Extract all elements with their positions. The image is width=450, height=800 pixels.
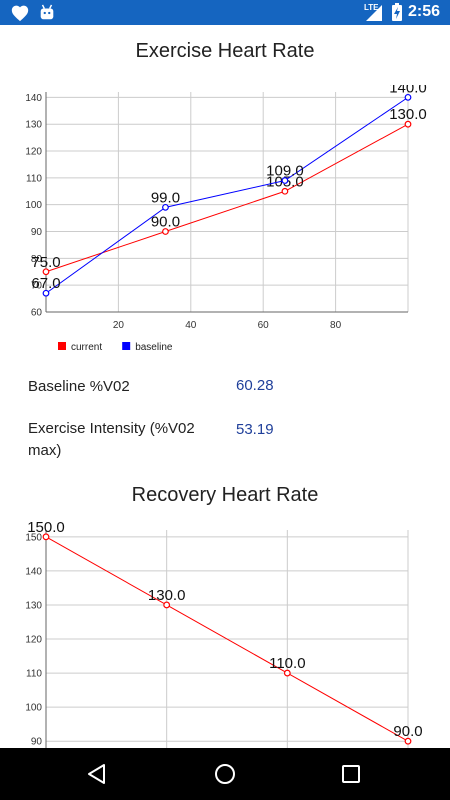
data-label: 130.0 <box>148 587 186 604</box>
data-point <box>281 187 289 195</box>
y-tick-label: 110 <box>26 173 42 184</box>
y-tick-label: 100 <box>25 200 42 211</box>
data-label: 130.0 <box>389 106 427 123</box>
data-point <box>163 601 171 609</box>
series-line-0 <box>45 536 409 742</box>
data-point <box>42 268 50 276</box>
legend-swatch-current <box>58 342 66 350</box>
android-icon <box>40 4 54 20</box>
y-tick-label: 140 <box>25 566 42 577</box>
data-point <box>281 177 289 184</box>
data-point <box>404 93 412 101</box>
battery-charging-icon <box>392 3 402 21</box>
data-point <box>162 228 169 235</box>
data-point <box>162 203 169 211</box>
x-tick-label: 40 <box>185 320 197 331</box>
data-label: 140.0 <box>389 85 427 96</box>
y-tick-label: 90 <box>31 737 43 748</box>
navigation-bar <box>0 748 450 800</box>
status-bar: LTE 2:56 <box>0 0 450 25</box>
y-tick-label: 70 <box>31 281 43 292</box>
baseline-vo2-value: 60.28 <box>236 377 274 394</box>
series-line-baseline <box>45 96 409 294</box>
y-tick-label: 90 <box>31 227 43 238</box>
recents-icon[interactable] <box>341 764 361 784</box>
legend-label-baseline: baseline <box>135 342 173 353</box>
y-tick-label: 100 <box>25 703 42 714</box>
data-label: 90.0 <box>151 214 180 231</box>
y-tick-label: 120 <box>25 147 42 158</box>
y-tick-label: 140 <box>25 93 42 104</box>
data-label: 67.0 <box>31 275 60 292</box>
data-point <box>404 737 412 745</box>
data-point <box>404 120 412 128</box>
y-tick-label: 120 <box>25 635 42 646</box>
y-tick-label: 150 <box>25 532 42 543</box>
exercise-chart-title: Exercise Heart Rate <box>135 40 315 62</box>
y-tick-label: 130 <box>25 600 42 611</box>
status-time: 2:56 <box>407 3 440 20</box>
data-point <box>42 289 50 297</box>
y-tick-label: 60 <box>31 308 43 319</box>
y-tick-label: 130 <box>25 120 42 131</box>
data-label: 109.0 <box>266 163 304 180</box>
data-label: 150.0 <box>27 520 65 536</box>
recovery-chart-title: Recovery Heart Rate <box>131 484 319 506</box>
x-tick-label: 60 <box>258 320 270 331</box>
exercise-intensity-value: 53.19 <box>236 421 274 438</box>
x-tick-label: 20 <box>113 320 125 331</box>
signal-icon <box>366 5 382 21</box>
legend-label-current: current <box>71 342 102 353</box>
data-point <box>42 533 50 541</box>
data-label: 110.0 <box>269 655 305 672</box>
home-icon[interactable] <box>213 762 237 786</box>
exercise-intensity-label: Exercise Intensity (%V02 max) <box>28 420 195 459</box>
data-label: 90.0 <box>393 723 422 740</box>
heart-icon <box>11 5 29 22</box>
y-tick-label: 110 <box>26 669 42 680</box>
network-type: LTE <box>364 3 379 12</box>
x-tick-label: 80 <box>330 320 342 331</box>
legend-swatch-baseline <box>122 342 131 350</box>
data-label: 75.0 <box>31 254 60 271</box>
data-point <box>283 669 291 677</box>
data-label: 99.0 <box>151 189 180 206</box>
series-line-current <box>45 123 409 273</box>
baseline-vo2-label: Baseline %V02 <box>28 378 130 395</box>
y-tick-label: 80 <box>31 254 43 265</box>
back-icon[interactable] <box>86 763 108 785</box>
